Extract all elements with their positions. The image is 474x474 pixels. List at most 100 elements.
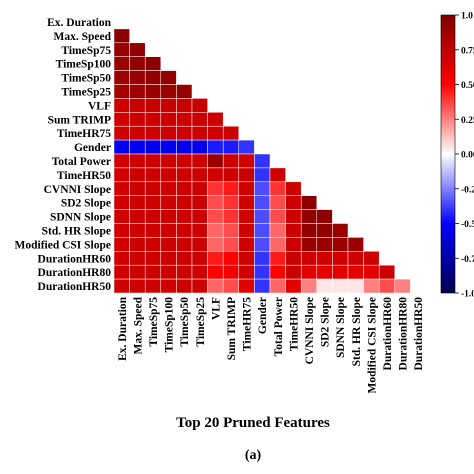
colorbar-tick-label: 0.50 xyxy=(461,81,474,91)
heatmap-cells xyxy=(113,28,411,294)
heatmap-cell xyxy=(207,251,224,266)
chart-title: Top 20 Pruned Features xyxy=(176,415,330,431)
x-tick-label: TimeSp75 xyxy=(148,297,160,347)
y-tick-label: Max. Speed xyxy=(54,31,112,43)
heatmap-cell xyxy=(269,223,286,238)
heatmap-cell xyxy=(269,251,286,266)
heatmap-cell xyxy=(191,264,208,280)
heatmap-cell xyxy=(191,223,208,238)
heatmap-cell xyxy=(363,264,380,280)
heatmap-cell xyxy=(176,98,193,113)
heatmap-cell xyxy=(129,42,146,57)
y-tick-label: DurationHR60 xyxy=(38,253,112,265)
heatmap-cell xyxy=(113,167,130,183)
heatmap-cell xyxy=(191,125,208,141)
heatmap-cell xyxy=(254,237,271,252)
x-tick-label: CVNNI Slope xyxy=(304,297,316,364)
heatmap-cell xyxy=(316,237,333,252)
heatmap-cell xyxy=(254,181,271,196)
heatmap-cell xyxy=(160,139,177,155)
heatmap-cell xyxy=(160,125,177,141)
heatmap-cell xyxy=(160,264,177,280)
x-tick-label: DurationHR80 xyxy=(398,297,410,371)
heatmap-cell xyxy=(238,237,255,252)
heatmap-cell xyxy=(332,251,349,266)
heatmap-cell xyxy=(176,264,193,280)
heatmap-cell xyxy=(129,153,146,169)
heatmap-cell xyxy=(176,112,193,127)
heatmap-cell xyxy=(254,251,271,266)
heatmap-cell xyxy=(207,112,224,127)
colorbar-tick-label: 1.0 xyxy=(461,12,473,22)
heatmap-cell xyxy=(113,278,130,294)
heatmap-cell xyxy=(285,181,302,196)
y-tick-label: Total Power xyxy=(52,156,111,168)
colorbar xyxy=(440,14,456,294)
heatmap-cell xyxy=(129,195,146,210)
heatmap-cell xyxy=(144,237,162,252)
colorbar-tick-label: -0.25 xyxy=(461,185,474,195)
heatmap-cell xyxy=(191,209,208,224)
heatmap-cell xyxy=(347,278,364,294)
y-tick-label: Gender xyxy=(74,142,111,154)
heatmap-cell xyxy=(176,181,193,196)
heatmap-cell xyxy=(394,278,411,294)
heatmap-cell xyxy=(238,167,255,183)
heatmap-cell xyxy=(316,264,333,280)
heatmap-cell xyxy=(316,278,333,294)
heatmap-cell xyxy=(160,223,177,238)
heatmap-cell xyxy=(332,237,349,252)
y-tick-label: SD2 Slope xyxy=(61,198,111,210)
heatmap-cell xyxy=(191,181,208,196)
heatmap-cell xyxy=(378,278,396,294)
heatmap-cell xyxy=(113,139,130,155)
heatmap-cell xyxy=(191,112,208,127)
x-tick-label: TimeHR75 xyxy=(242,297,254,351)
heatmap-cell xyxy=(285,209,302,224)
y-tick-label: VLF xyxy=(88,100,111,112)
heatmap-cell xyxy=(113,153,130,169)
x-tick-label: Max. Speed xyxy=(132,296,144,354)
heatmap-cell xyxy=(238,139,255,155)
heatmap-cell xyxy=(191,251,208,266)
heatmap-cell xyxy=(113,195,130,210)
heatmap-cell xyxy=(207,125,224,141)
heatmap-cell xyxy=(129,264,146,280)
heatmap-cell xyxy=(269,278,286,294)
x-tick-label: Gender xyxy=(257,297,269,334)
heatmap-cell xyxy=(144,84,162,99)
heatmap-cell xyxy=(300,237,318,252)
colorbar-tick-label: -1.0 xyxy=(461,290,474,300)
colorbar-ticks: 1.0 0.75 0.50 0.25 0.00 -0.25 -0.50 -0.75 -1.0 xyxy=(455,12,474,300)
y-tick-label: Modified CSI Slope xyxy=(15,239,112,251)
heatmap-cell xyxy=(129,237,146,252)
heatmap-cell xyxy=(207,223,224,238)
heatmap-cell xyxy=(144,181,162,196)
x-tick-label: TimeSp50 xyxy=(179,297,191,347)
heatmap-cell xyxy=(285,251,302,266)
y-tick-label: Std. HR Slope xyxy=(42,225,111,237)
heatmap-cell xyxy=(129,70,146,85)
colorbar-tick-label: 0.25 xyxy=(461,116,474,126)
heatmap-cell xyxy=(254,223,271,238)
x-tick-label: Std. HR Slope xyxy=(351,297,363,366)
heatmap-cell xyxy=(144,167,162,183)
heatmap-cell xyxy=(144,251,162,266)
heatmap-cell xyxy=(144,112,162,127)
heatmap-cell xyxy=(222,223,240,238)
heatmap-cell xyxy=(176,209,193,224)
y-tick-label: DurationHR80 xyxy=(38,267,112,279)
heatmap-cell xyxy=(176,223,193,238)
heatmap-cell xyxy=(222,278,240,294)
heatmap-cell xyxy=(160,181,177,196)
heatmap-cell xyxy=(300,209,318,224)
heatmap-cell xyxy=(144,195,162,210)
heatmap-cell xyxy=(191,139,208,155)
heatmap-cell xyxy=(160,70,177,85)
heatmap-cell xyxy=(113,112,130,127)
heatmap-cell xyxy=(347,264,364,280)
heatmap-cell xyxy=(285,237,302,252)
heatmap-cell xyxy=(254,209,271,224)
heatmap-cell xyxy=(144,98,162,113)
heatmap-cell xyxy=(129,98,146,113)
